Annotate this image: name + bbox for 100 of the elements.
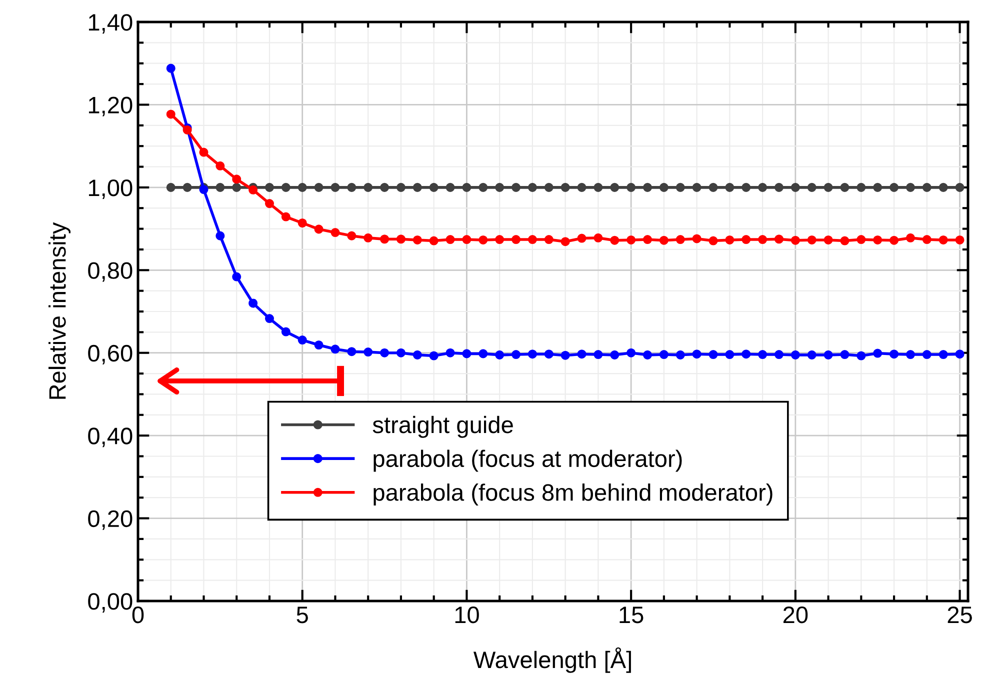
- point: [364, 233, 373, 242]
- point: [790, 182, 800, 192]
- point: [856, 351, 866, 360]
- point: [528, 182, 537, 192]
- point: [626, 348, 636, 358]
- point: [824, 182, 833, 192]
- y-tick-label: 0,80: [88, 262, 132, 282]
- point: [512, 235, 521, 244]
- point: [774, 234, 784, 244]
- y-tick-label: 1,40: [88, 14, 132, 34]
- point: [216, 161, 225, 170]
- x-tick-label: 0: [132, 606, 144, 624]
- point: [264, 182, 274, 192]
- point: [462, 235, 472, 244]
- point: [380, 348, 390, 358]
- point: [856, 235, 866, 244]
- point: [742, 182, 751, 192]
- point: [708, 350, 718, 360]
- point: [560, 350, 570, 360]
- point: [314, 224, 324, 234]
- point: [577, 234, 586, 243]
- point: [610, 350, 620, 360]
- point: [594, 233, 603, 242]
- point: [314, 340, 324, 350]
- point: [873, 182, 882, 192]
- y-tick-label: 0,60: [88, 344, 132, 364]
- point: [412, 182, 422, 192]
- point: [577, 182, 586, 192]
- point: [298, 182, 307, 192]
- point: [840, 350, 850, 360]
- point: [906, 182, 915, 192]
- point: [232, 272, 242, 282]
- point: [758, 182, 768, 192]
- x-tick-label: 25: [948, 606, 972, 624]
- y-tick-label: 0,40: [88, 428, 132, 448]
- point: [364, 348, 373, 357]
- point: [659, 350, 668, 360]
- point: [544, 182, 554, 192]
- point: [807, 350, 816, 360]
- point: [725, 235, 734, 244]
- point: [676, 182, 685, 192]
- point: [824, 350, 833, 360]
- point: [840, 182, 850, 192]
- point: [478, 349, 488, 358]
- point: [330, 228, 340, 238]
- point: [478, 182, 488, 192]
- point: [248, 185, 258, 194]
- point: [560, 237, 570, 246]
- point: [216, 182, 225, 192]
- legend-label: parabola (focus at moderator): [374, 450, 682, 472]
- point: [906, 350, 915, 360]
- point: [938, 350, 948, 360]
- point: [396, 234, 406, 244]
- point: [758, 350, 768, 360]
- point: [182, 182, 192, 192]
- point: [642, 235, 652, 244]
- point: [248, 298, 258, 308]
- y-tick-label: 0,20: [88, 510, 132, 530]
- x-tick-label: 5: [296, 606, 308, 624]
- point: [330, 182, 340, 192]
- point: [560, 182, 570, 192]
- point: [396, 348, 406, 358]
- point: [610, 182, 620, 192]
- point: [281, 182, 290, 192]
- point: [626, 235, 636, 244]
- point: [938, 235, 948, 244]
- point: [873, 235, 882, 244]
- point: [610, 236, 620, 245]
- point: [692, 234, 702, 244]
- point: [955, 350, 964, 359]
- point: [166, 110, 176, 119]
- point: [347, 231, 356, 240]
- point: [495, 182, 504, 192]
- x-tick-label: 10: [455, 606, 479, 624]
- point: [856, 182, 866, 192]
- point: [314, 182, 324, 192]
- point: [955, 235, 964, 244]
- point: [955, 182, 964, 192]
- point: [659, 182, 668, 192]
- point: [742, 235, 751, 244]
- point: [938, 182, 948, 192]
- point: [429, 236, 438, 246]
- y-tick-label: 1,00: [88, 179, 132, 200]
- point: [544, 235, 554, 244]
- point: [199, 148, 208, 157]
- point: [495, 235, 504, 244]
- point: [446, 348, 455, 358]
- point: [642, 350, 652, 360]
- point: [774, 182, 784, 192]
- point: [659, 236, 668, 245]
- point: [873, 348, 882, 358]
- point: [412, 350, 422, 360]
- point: [922, 182, 932, 192]
- point: [626, 182, 636, 192]
- point: [396, 182, 406, 192]
- point: [840, 236, 850, 246]
- point: [758, 235, 768, 244]
- point: [922, 235, 932, 244]
- point: [216, 231, 225, 240]
- x-axis-title: Wavelength [Å]: [473, 647, 631, 673]
